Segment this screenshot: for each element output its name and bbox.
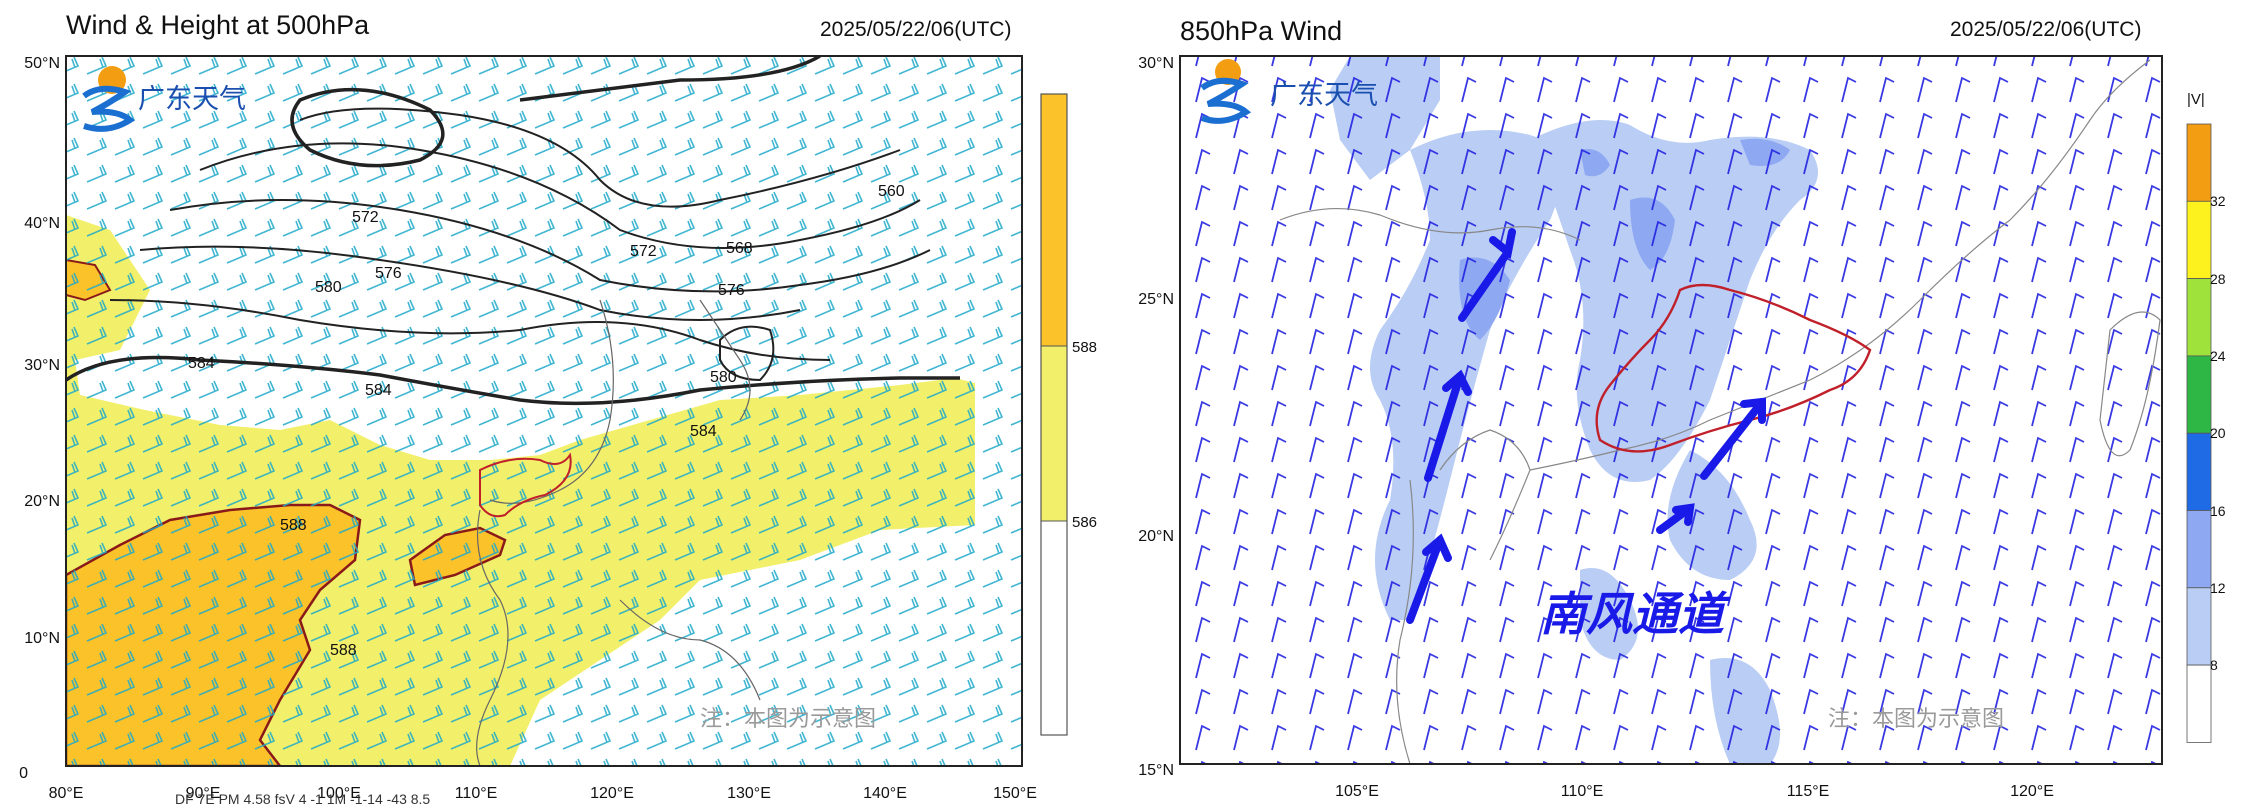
colorbar-label: 32	[2210, 193, 2226, 209]
panel-500hpa: Wind & Height at 500hPa 2025/05/22/06(UT…	[0, 0, 1110, 805]
colorbar-586-588	[1041, 346, 1067, 521]
y-tick-label: 50°N	[24, 55, 60, 72]
colorbar-swatch	[2186, 278, 2212, 357]
southerly-channel-label: 南风通道	[1540, 588, 1731, 640]
x-tick-label: 90°E	[186, 785, 221, 802]
contour-label: 588	[330, 642, 357, 659]
logo-wave-icon	[1200, 77, 1252, 124]
disclaimer-note: 注：本图为示意图	[700, 707, 876, 732]
colorbar-label: 586	[1072, 514, 1097, 531]
left-panel-datetime: 2025/05/22/06(UTC)	[820, 18, 1012, 41]
x-tick-label: 110°E	[455, 785, 498, 802]
colorbar-label: 12	[2210, 580, 2226, 596]
colorbar-swatch	[2186, 587, 2212, 666]
channel-arrow-icon	[1424, 372, 1464, 482]
contour-label: 576	[375, 265, 402, 282]
y-tick-label: 0	[19, 765, 28, 782]
y-tick-label: 25°N	[1138, 291, 1174, 308]
x-tick-label: 140°E	[863, 785, 907, 802]
channel-arrow-icon	[1406, 536, 1444, 624]
x-tick-label: 100°E	[317, 785, 361, 802]
right-panel-title: 850hPa Wind	[1180, 16, 1343, 46]
guangdong-boundary	[479, 452, 572, 518]
colorbar-label: 24	[2210, 348, 2226, 364]
map-frame	[65, 55, 1023, 767]
channel-arrow-icon	[1700, 398, 1766, 480]
right-y-axis: 30°N 25°N 20°N 15°N	[1138, 55, 1174, 779]
colorbar-swatch	[2186, 510, 2212, 589]
left-x-axis: 80°E 90°E 100°E 110°E 120°E 130°E 140°E …	[49, 785, 1037, 802]
colorbar-below-586	[1041, 521, 1067, 735]
y-tick-label: 10°N	[24, 630, 60, 647]
left-panel-title: Wind & Height at 500hPa	[66, 10, 370, 40]
left-y-axis: 50°N 40°N 30°N 20°N 10°N 0	[19, 55, 60, 782]
x-tick-label: 105°E	[1335, 783, 1379, 800]
y-tick-label: 30°N	[24, 357, 60, 374]
colorbar-label: 28	[2210, 271, 2226, 287]
y-tick-label: 30°N	[1138, 55, 1174, 72]
right-colorbar: |V| 32 28 24 20 16 12 8	[2186, 91, 2226, 743]
contour-label: 576	[718, 282, 745, 299]
contour-label: 584	[365, 382, 392, 399]
colorbar-swatch	[2186, 200, 2212, 280]
x-tick-label: 120°E	[590, 785, 634, 802]
contour-label: 584	[188, 355, 215, 372]
colorbar-swatch	[2186, 123, 2212, 202]
x-tick-label: 110°E	[1561, 783, 1604, 800]
contour-label: 580	[315, 279, 342, 296]
annotation-arrows	[1406, 228, 1766, 624]
wind-barbs-500hpa	[66, 56, 1022, 766]
x-tick-label: 80°E	[49, 785, 84, 802]
contour-label: 588	[280, 517, 307, 534]
disclaimer-note: 注：本图为示意图	[1828, 707, 2004, 732]
wind-barbs-850hpa	[1180, 56, 2162, 764]
panel-850hpa: 850hPa Wind 2025/05/22/06(UTC)	[1110, 0, 2252, 805]
x-tick-label: 130°E	[727, 785, 771, 802]
height-contours	[66, 56, 960, 406]
colorbar-label: 8	[2210, 657, 2218, 673]
y-tick-label: 20°N	[24, 493, 60, 510]
contour-label: 572	[630, 243, 657, 260]
left-colorbar: 588 586	[1040, 93, 1097, 736]
y-tick-label: 20°N	[1138, 528, 1174, 545]
colorbar-label: 20	[2210, 425, 2226, 441]
colorbar-swatch	[2186, 355, 2212, 434]
x-tick-label: 115°E	[1787, 783, 1830, 800]
map-850hpa: 南风通道 注：本图为示意图 30°N 25°N 20°N 15°N 105°E …	[1138, 55, 2226, 800]
map-500hpa: 572 576 580 584 584 572 568 576 560 580 …	[19, 55, 1097, 805]
coastlines-borders	[1279, 59, 2161, 764]
contour-label: 572	[352, 209, 379, 226]
colorbar-swatch	[2186, 432, 2212, 511]
contour-label: 580	[710, 369, 737, 386]
logo: 广东天气	[82, 66, 246, 132]
map-frame	[1179, 55, 2163, 765]
logo-wave-icon	[82, 85, 136, 132]
right-panel-datetime: 2025/05/22/06(UTC)	[1950, 18, 2142, 41]
bottom-overlay-text: DF 7E PM 4.58 fsV 4 -1 1M -1-14 -43 8.5	[175, 791, 430, 805]
colorbar-swatch	[2186, 664, 2212, 743]
logo: 广东天气	[1200, 59, 1378, 124]
contour-label: 584	[690, 423, 717, 440]
colorbar-label: 588	[1072, 339, 1097, 356]
logo-text: 广东天气	[138, 84, 246, 114]
coastlines	[476, 299, 761, 766]
x-tick-label: 120°E	[2010, 783, 2054, 800]
colorbar-588-plus	[1041, 94, 1067, 346]
logo-text: 广东天气	[1270, 80, 1378, 110]
channel-arrow-icon	[1458, 248, 1512, 322]
y-tick-label: 40°N	[24, 215, 60, 232]
contour-labels: 572 576 580 584 584 572 568 576 560 580 …	[188, 183, 905, 659]
right-x-axis: 105°E 110°E 115°E 120°E	[1335, 783, 2054, 800]
x-tick-label: 150°E	[993, 785, 1037, 802]
guangdong-boundary	[1595, 283, 1872, 453]
colorbar-label: 16	[2210, 503, 2226, 519]
contour-label: 560	[878, 183, 905, 200]
contour-label: 568	[726, 240, 753, 257]
y-tick-label: 15°N	[1138, 762, 1174, 779]
colorbar-title: |V|	[2187, 91, 2205, 108]
